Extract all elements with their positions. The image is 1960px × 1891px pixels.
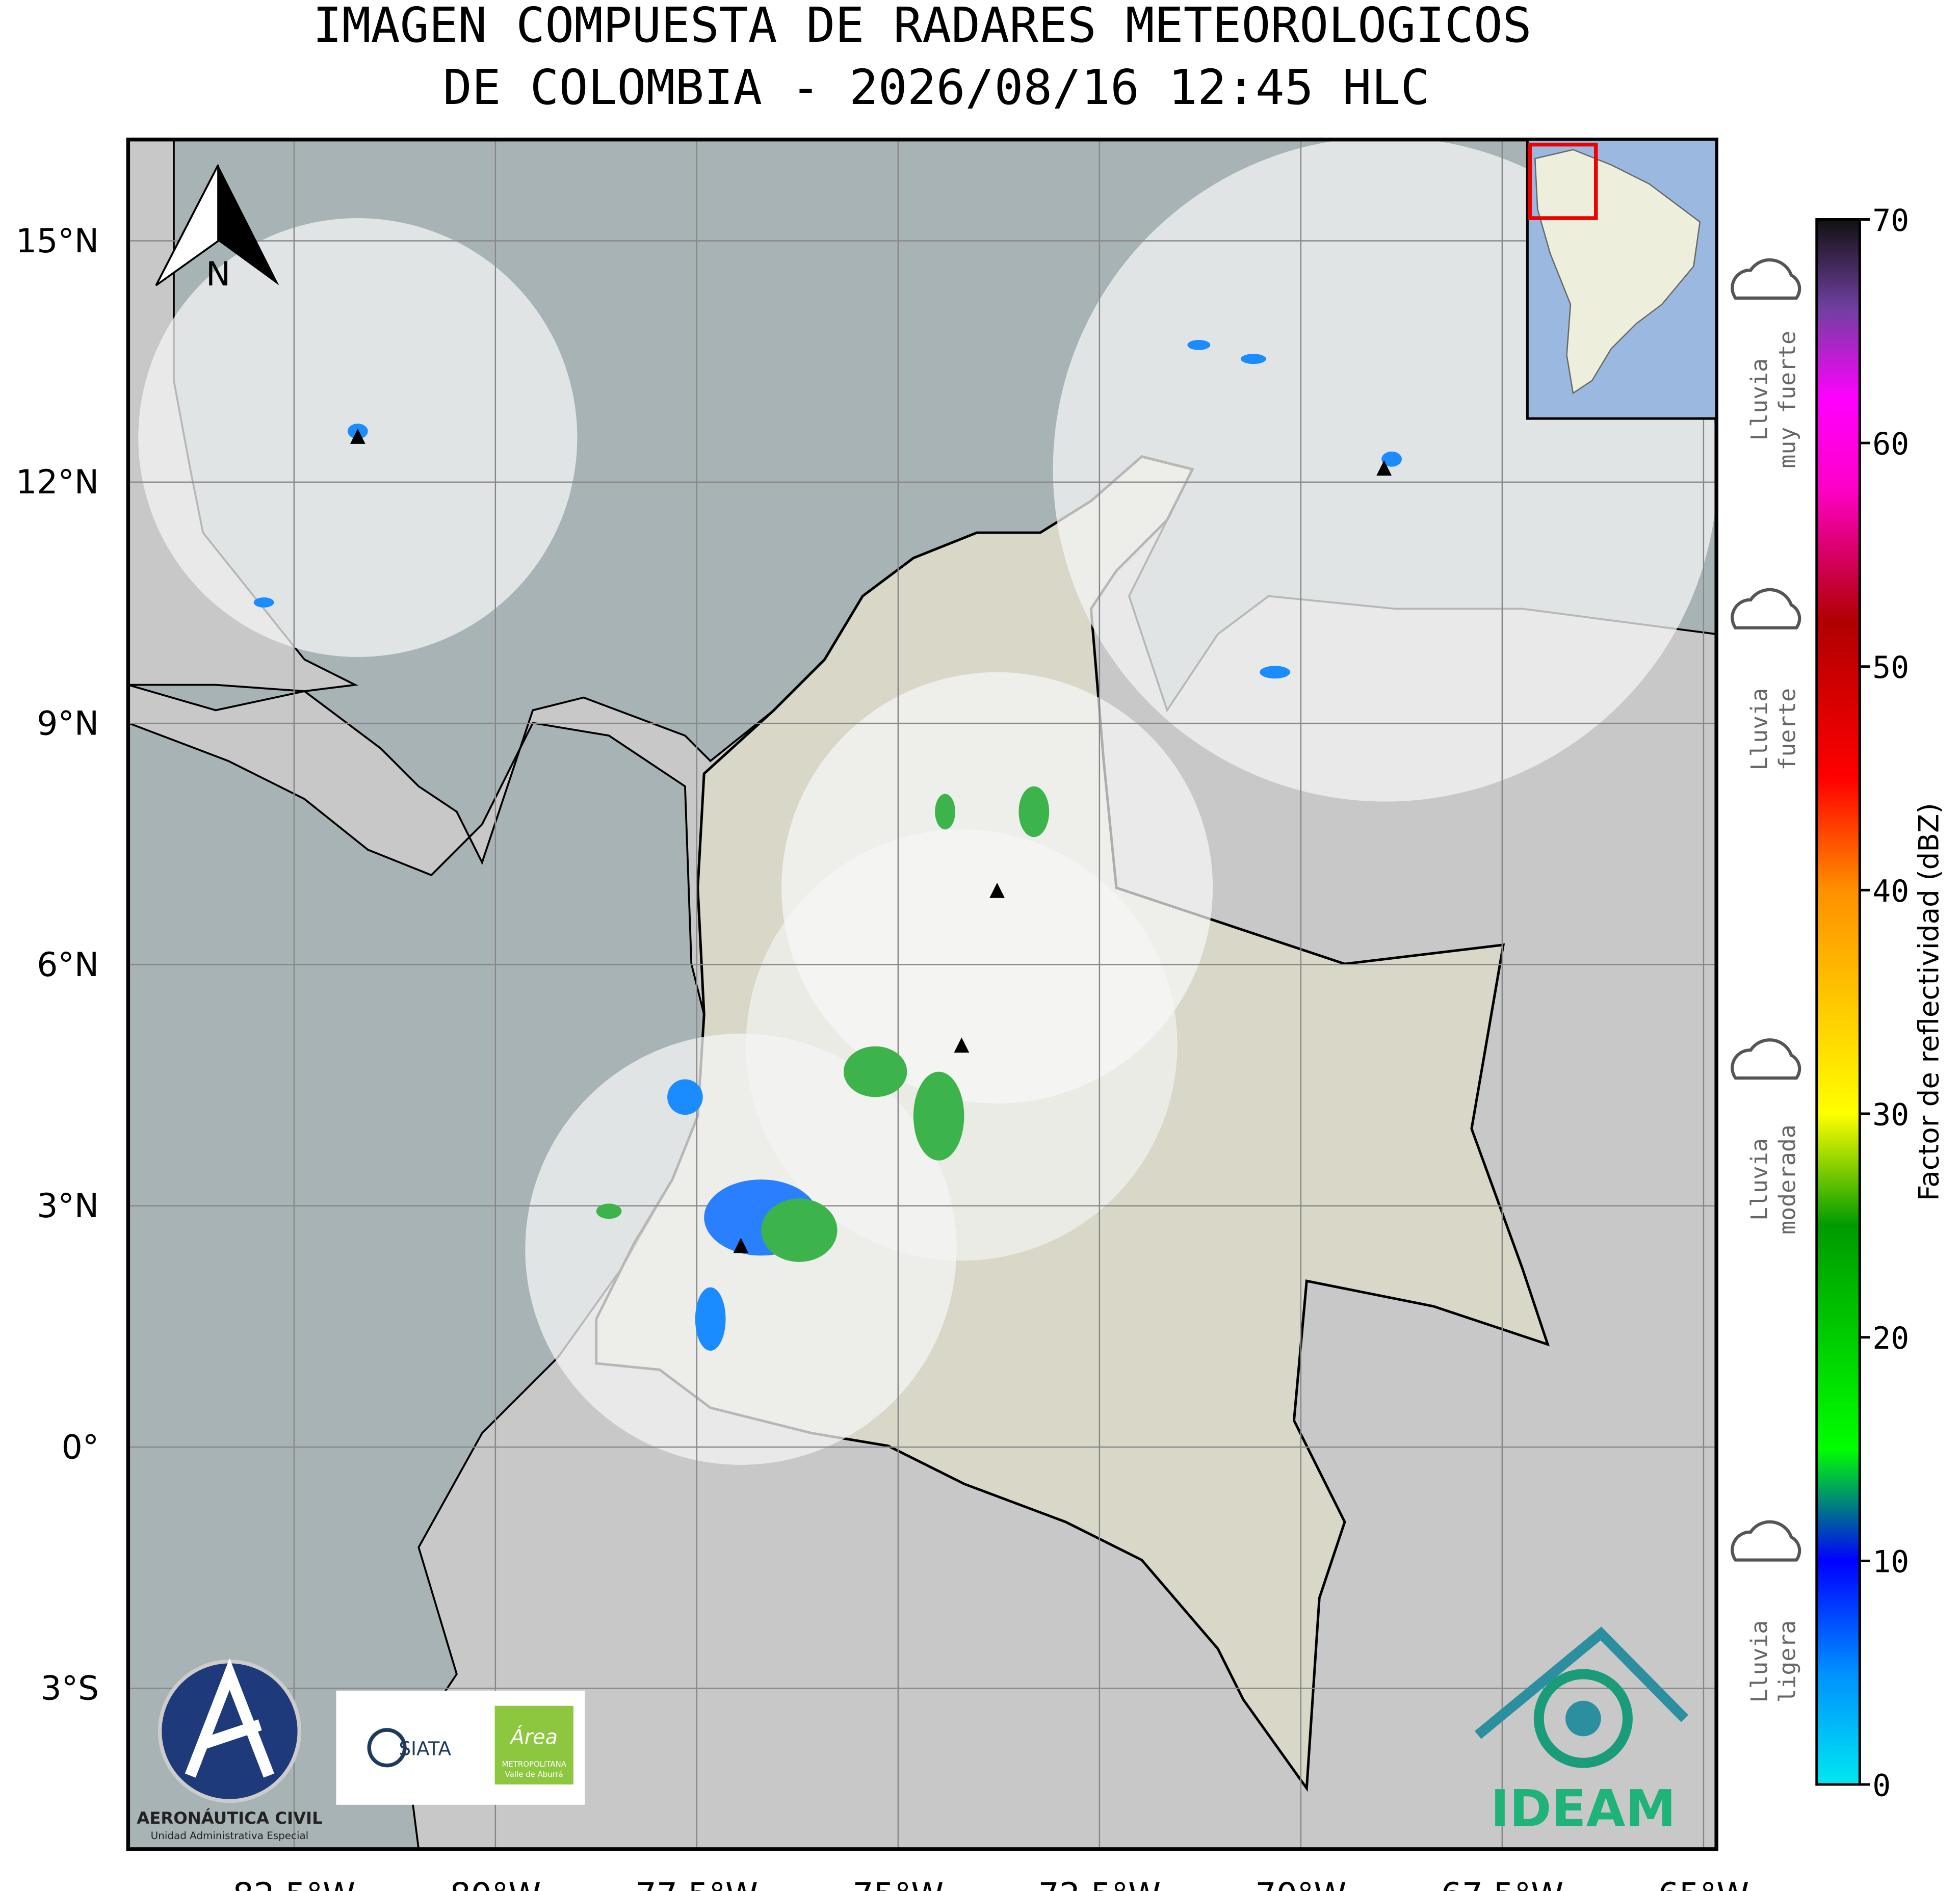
inset-map: [1526, 138, 1718, 420]
colorbar-tick-label: 20: [1872, 1321, 1909, 1356]
grid: [128, 139, 1717, 1849]
logo-siata-area: SIATA Área METROPOLITANA Valle de Aburrá: [336, 1690, 585, 1805]
rain-level-label: Lluvia: [1746, 358, 1773, 441]
y-tick-label: 3°S: [41, 1670, 99, 1708]
x-tick-label: 80°W: [450, 1876, 541, 1891]
rain-level-label: ligera: [1773, 1620, 1800, 1703]
logo-text: SIATA: [399, 1738, 451, 1760]
y-tick-label: 6°N: [37, 946, 99, 984]
x-tick-label: 72.5°W: [1038, 1876, 1161, 1891]
x-tick-label: 67.5°W: [1441, 1876, 1563, 1891]
y-tick-label: 3°N: [37, 1187, 99, 1225]
title-line: IMAGEN COMPUESTA DE RADARES METEOROLOGIC…: [313, 0, 1532, 54]
rain-level-label: Lluvia: [1746, 688, 1773, 771]
colorbar-ticks: 0 10 20 30 40 50 60 70: [1860, 203, 1909, 1803]
logo-text: AERONÁUTICA CIVIL: [137, 1808, 322, 1828]
logo-ideam: IDEAM: [1474, 1626, 1689, 1839]
logo-text: METROPOLITANA: [502, 1759, 566, 1769]
colorbar: [1815, 218, 1861, 1786]
colorbar-tick-label: 30: [1872, 1097, 1909, 1133]
axis-labels: 82.5°W 80°W 77.5°W 75°W 72.5°W 70°W 67.5°W 65°W…: [16, 222, 1749, 1891]
y-tick-label: 0°: [62, 1428, 99, 1466]
logo-text: IDEAM: [1491, 1780, 1676, 1839]
rain-level-label: muy fuerte: [1773, 331, 1800, 468]
rain-level-label: Lluvia: [1746, 1620, 1773, 1703]
y-tick-label: 15°N: [16, 222, 99, 260]
rain-level-label: Lluvia: [1746, 1138, 1773, 1221]
colorbar-label: Factor de reflectividad (dBZ): [1913, 803, 1945, 1201]
y-tick-label: 9°N: [37, 705, 99, 743]
x-tick-label: 65°W: [1658, 1876, 1749, 1891]
title-line: DE COLOMBIA - 2026/08/16 12:45 HLC: [443, 60, 1430, 116]
weather-icon: [1731, 588, 1801, 629]
logo-text: Valle de Aburrá: [505, 1770, 563, 1779]
y-tick-label: 12°N: [16, 463, 99, 502]
colorbar-tick-label: 50: [1872, 650, 1909, 686]
colorbar-tick-label: 40: [1872, 874, 1909, 909]
colorbar-tick-label: 60: [1872, 427, 1909, 462]
x-tick-label: 75°W: [853, 1876, 944, 1891]
colorbar-tick-label: 70: [1872, 203, 1909, 239]
map-frame: [126, 137, 1718, 1851]
north-label: N: [206, 255, 230, 294]
colorbar-tick-label: 10: [1872, 1545, 1909, 1580]
x-tick-label: 82.5°W: [233, 1876, 355, 1891]
weather-icon: [1731, 1038, 1801, 1080]
logo-text: Unidad Administrativa Especial: [151, 1830, 309, 1842]
radar-echoes: [253, 339, 1402, 1351]
logo-aerocivil: AERONÁUTICA CIVIL Unidad Administrativa …: [137, 1658, 323, 1842]
weather-icon: [1731, 1520, 1801, 1562]
colorbar-tick-label: 0: [1872, 1768, 1891, 1803]
weather-icon: [1731, 258, 1801, 300]
x-tick-label: 70°W: [1256, 1876, 1347, 1891]
map-area: [128, 139, 1717, 1849]
rain-level-label: moderada: [1773, 1124, 1800, 1235]
x-tick-label: 77.5°W: [636, 1876, 758, 1891]
rain-level-label: fuerte: [1773, 688, 1800, 771]
logo-text: Área: [509, 1725, 557, 1749]
